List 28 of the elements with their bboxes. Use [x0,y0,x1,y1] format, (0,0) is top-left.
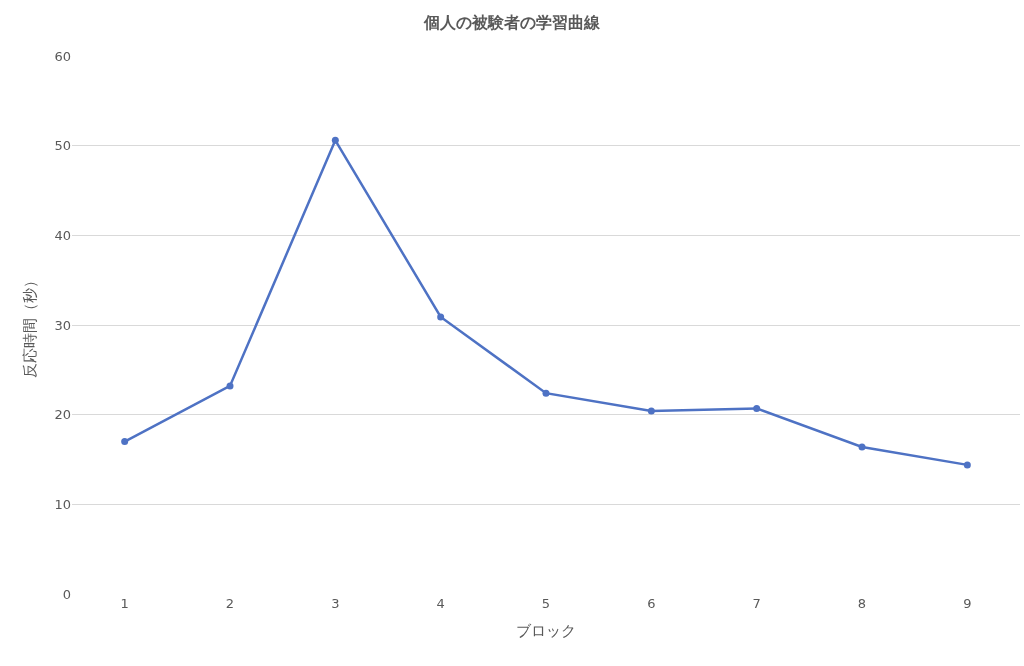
x-tick-label: 2 [225,596,235,611]
x-tick-label: 3 [331,596,340,611]
point [437,313,445,321]
y-tick-label: 20 [54,407,71,423]
x-tick-label: 1 [120,596,129,611]
point [963,461,971,469]
point [121,438,129,446]
x-tick-label: 5 [541,596,551,611]
point [542,389,550,397]
point [858,443,866,451]
point [226,382,234,390]
y-tick-label: 40 [54,227,71,243]
y-tick-label: 10 [54,496,71,512]
y-tick-label: 30 [54,317,71,333]
x-tick-label: 6 [647,596,656,611]
point [647,407,655,415]
y-tick-label: 50 [54,138,71,154]
point [331,136,339,144]
x-tick-label: 7 [752,596,761,611]
y-tick-label: 60 [54,48,71,64]
y-axis-title: 反応時間（秒） [20,272,39,378]
x-tick-label: 8 [857,596,867,611]
x-axis-title: ブロック [516,622,576,640]
x-tick-label: 9 [963,596,972,611]
x-tick-label: 4 [436,596,445,611]
y-tick-label: 0 [62,586,71,602]
point [753,404,761,412]
chart-title: 個人の被験者の学習曲線 [423,12,601,32]
